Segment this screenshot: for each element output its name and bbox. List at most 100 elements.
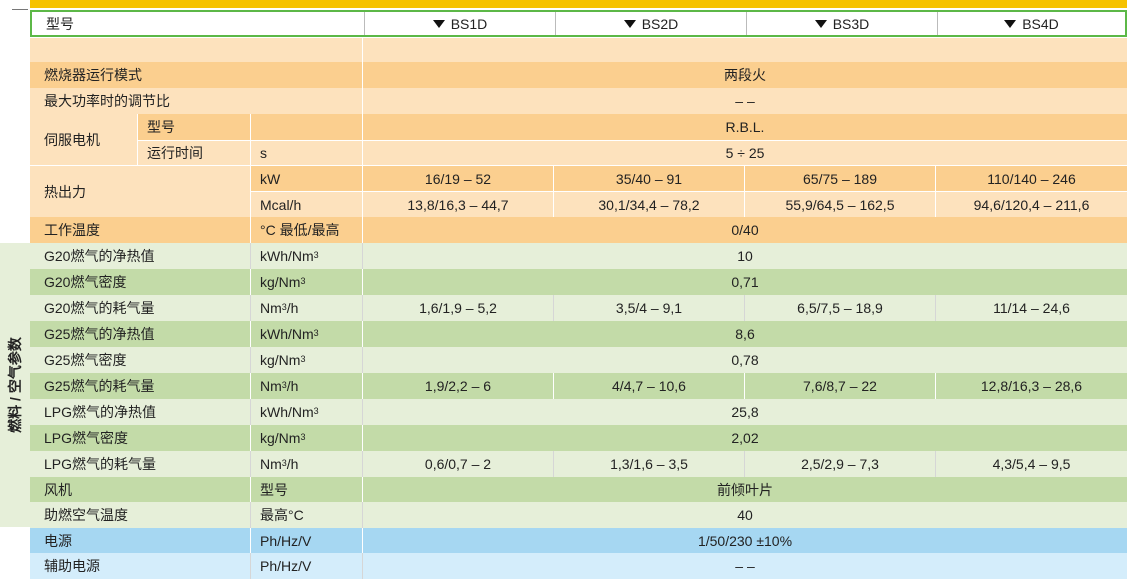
row-value: 2,02	[362, 425, 1127, 451]
row-unit: Ph/Hz/V	[250, 528, 362, 553]
side-band	[0, 243, 30, 527]
row-power: 电源 Ph/Hz/V 1/50/230 ±10%	[30, 528, 1127, 553]
row-label: 燃烧器运行模式	[44, 67, 142, 83]
row-unit: °C 最低/最高	[250, 217, 362, 243]
row-g20-flow: G20燃气的耗气量 Nm 3/h 1,6/1,9 – 5,2 3,5/4 – 9,…	[30, 295, 1127, 321]
heat-kw-unit: kW	[250, 165, 362, 191]
row-unit: 型号	[250, 477, 362, 502]
row-value-1: 1,6/1,9 – 5,2	[362, 295, 553, 321]
row-unit: Nm 3/h	[250, 295, 362, 321]
row-value: 25,8	[362, 399, 1127, 425]
row-value: 8,6	[362, 321, 1127, 347]
servo-time-unit: s	[250, 140, 362, 165]
triangle-down-icon	[1004, 19, 1017, 28]
header-model-4[interactable]: BS4D	[937, 12, 1125, 35]
row-label: 风机	[44, 481, 72, 498]
row-label: 助燃空气温度	[44, 507, 128, 523]
row-servo-motor: 伺服电机 型号 R.B.L. 运行时间 s 5 ÷ 25	[30, 114, 1127, 165]
row-value-3: 2,5/2,9 – 7,3	[744, 451, 935, 477]
row-unit: kg/Nm 3	[250, 425, 362, 451]
row-label: G25燃气密度	[44, 352, 127, 368]
row-unit: Nm 3/h	[250, 373, 362, 399]
heat-mcal-1: 13,8/16,3 – 44,7	[362, 191, 553, 217]
row-value-2: 4/4,7 – 10,6	[553, 373, 744, 399]
row-label: G20燃气的耗气量	[44, 300, 155, 316]
row-label: 工作温度	[44, 222, 100, 238]
spacer-row	[30, 38, 1127, 62]
row-g25-density: G25燃气密度 kg/Nm 3 0,78	[30, 347, 1127, 373]
heat-mcal-2: 30,1/34,4 – 78,2	[553, 191, 744, 217]
heat-mcal-4: 94,6/120,4 – 211,6	[935, 191, 1127, 217]
heat-kw-1: 16/19 – 52	[362, 165, 553, 191]
header-model-2[interactable]: BS2D	[555, 12, 746, 35]
servo-time-value: 5 ÷ 25	[362, 140, 1127, 165]
row-value-3: 6,5/7,5 – 18,9	[744, 295, 935, 321]
heat-mcal-unit: Mcal/h	[250, 191, 362, 217]
row-air-temp: 助燃空气温度 最高°C 40	[30, 502, 1127, 528]
row-value-4: 4,3/5,4 – 9,5	[935, 451, 1127, 477]
header-row: 型号 BS1D BS2D BS3D BS4D	[30, 10, 1127, 37]
heat-mcal-3: 55,9/64,5 – 162,5	[744, 191, 935, 217]
row-label: LPG燃气密度	[44, 430, 129, 446]
row-value-3: 7,6/8,7 – 22	[744, 373, 935, 399]
row-g20-density: G20燃气密度 kg/Nm 3 0,71	[30, 269, 1127, 295]
header-model-3[interactable]: BS3D	[746, 12, 937, 35]
row-value-2: 3,5/4 – 9,1	[553, 295, 744, 321]
corner-tick	[12, 9, 28, 10]
row-heat-output: 热出力 kW 16/19 – 52 35/40 – 91 65/75 – 189…	[30, 165, 1127, 217]
row-label: 热出力	[30, 165, 250, 217]
heat-kw-3: 65/75 – 189	[744, 165, 935, 191]
row-value: – –	[362, 553, 1127, 579]
row-turndown: 最大功率时的调节比 – –	[30, 88, 1127, 114]
heat-kw-2: 35/40 – 91	[553, 165, 744, 191]
row-unit: kg/Nm 3	[250, 347, 362, 373]
row-lpg-flow: LPG燃气的耗气量 Nm 3/h 0,6/0,7 – 2 1,3/1,6 – 3,…	[30, 451, 1127, 477]
row-unit: kWh/Nm 3	[250, 399, 362, 425]
top-accent-bar	[30, 0, 1127, 8]
row-value: 0/40	[362, 217, 1127, 243]
row-value: 40	[362, 502, 1127, 528]
row-label: LPG燃气的净热值	[44, 404, 157, 420]
row-label: G20燃气的净热值	[44, 248, 155, 264]
row-value-1: 0,6/0,7 – 2	[362, 451, 553, 477]
row-burner-mode: 燃烧器运行模式 两段火	[30, 62, 1127, 88]
row-unit: Ph/Hz/V	[250, 553, 362, 579]
row-value: 0,78	[362, 347, 1127, 373]
row-label: LPG燃气的耗气量	[44, 456, 157, 472]
row-work-temp: 工作温度 °C 最低/最高 0/40	[30, 217, 1127, 243]
header-model-1[interactable]: BS1D	[364, 12, 555, 35]
row-label: 电源	[44, 532, 72, 549]
servo-time-label: 运行时间	[137, 140, 250, 165]
row-unit: Nm 3/h	[250, 451, 362, 477]
row-g25-flow: G25燃气的耗气量 Nm 3/h 1,9/2,2 – 6 4/4,7 – 10,6…	[30, 373, 1127, 399]
row-value-2: 1,3/1,6 – 3,5	[553, 451, 744, 477]
row-label: 伺服电机	[30, 114, 137, 165]
row-value: 前倾叶片	[362, 477, 1127, 502]
heat-kw-4: 110/140 – 246	[935, 165, 1127, 191]
row-value: 0,71	[362, 269, 1127, 295]
row-value-4: 12,8/16,3 – 28,6	[935, 373, 1127, 399]
row-lpg-density: LPG燃气密度 kg/Nm 3 2,02	[30, 425, 1127, 451]
triangle-down-icon	[432, 19, 445, 28]
side-label: 燃料 / 空气参数	[7, 337, 23, 433]
servo-model-value: R.B.L.	[362, 114, 1127, 140]
row-g25-heating-value: G25燃气的净热值 kWh/Nm 3 8,6	[30, 321, 1127, 347]
row-value: 两段火	[362, 62, 1127, 88]
row-label: G20燃气密度	[44, 274, 127, 290]
row-unit: 最高°C	[250, 502, 362, 528]
row-aux-power: 辅助电源 Ph/Hz/V – –	[30, 553, 1127, 579]
row-unit: kg/Nm 3	[250, 269, 362, 295]
triangle-down-icon	[814, 19, 827, 28]
row-label: G25燃气的净热值	[44, 326, 155, 342]
row-g20-heating-value: G20燃气的净热值 kWh/Nm 3 10	[30, 243, 1127, 269]
row-label: G25燃气的耗气量	[44, 378, 155, 394]
row-lpg-heating-value: LPG燃气的净热值 kWh/Nm 3 25,8	[30, 399, 1127, 425]
triangle-down-icon	[623, 19, 636, 28]
row-unit: kWh/Nm 3	[250, 321, 362, 347]
row-value: 1/50/230 ±10%	[362, 528, 1127, 553]
row-unit: kWh/Nm 3	[250, 243, 362, 269]
row-value: – –	[362, 88, 1127, 114]
servo-model-label: 型号	[137, 114, 250, 140]
row-value-4: 11/14 – 24,6	[935, 295, 1127, 321]
